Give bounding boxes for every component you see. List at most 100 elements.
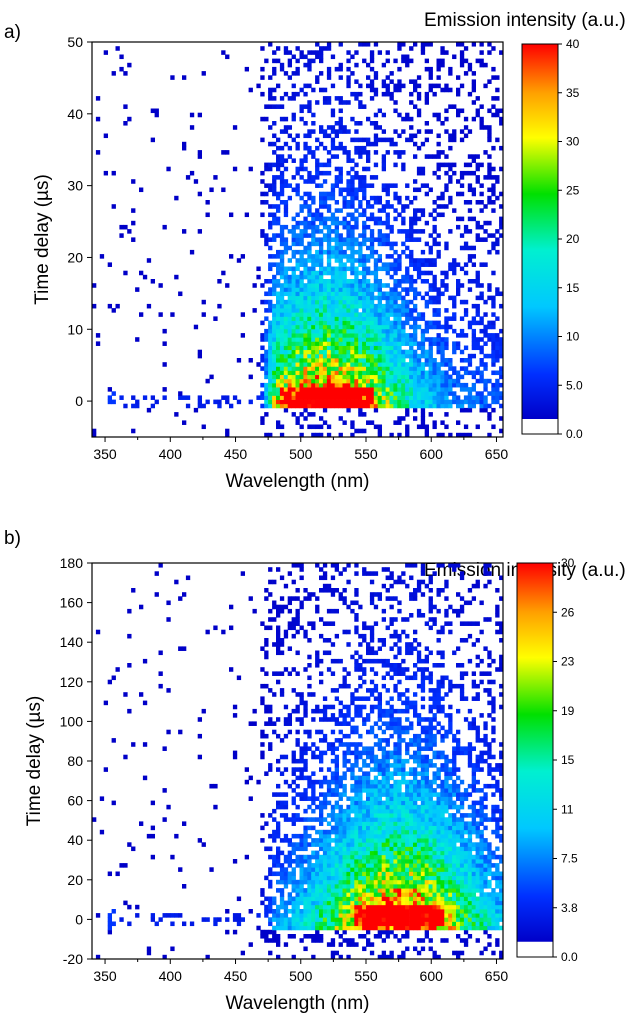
heatmap-cell xyxy=(260,66,265,72)
heatmap-cell xyxy=(162,913,167,918)
heatmap-cell xyxy=(487,432,492,438)
heatmap-cell xyxy=(276,46,281,51)
heatmap-cell xyxy=(326,888,332,893)
heatmap-cell xyxy=(463,162,469,168)
heatmap-cell xyxy=(342,145,347,151)
heatmap-cell xyxy=(291,754,296,760)
heatmap-cell xyxy=(299,817,304,822)
heatmap-cell xyxy=(362,871,367,877)
heatmap-cell xyxy=(366,75,371,80)
heatmap-cell xyxy=(276,638,281,643)
heatmap-cell xyxy=(197,403,203,409)
heatmap-cell xyxy=(354,382,359,388)
heatmap-cell xyxy=(326,299,332,305)
heatmap-cell xyxy=(369,204,375,209)
heatmap-cell xyxy=(467,279,473,284)
heatmap-cell xyxy=(307,399,312,405)
heatmap-cell xyxy=(366,166,371,172)
heatmap-cell xyxy=(440,391,445,396)
heatmap-cell xyxy=(428,387,433,392)
heatmap-cell xyxy=(346,324,351,330)
heatmap-cell xyxy=(495,195,500,201)
heatmap-cell xyxy=(217,403,222,409)
heatmap-cell xyxy=(385,337,390,342)
heatmap-cell xyxy=(397,938,402,943)
heatmap-cell xyxy=(471,254,477,259)
heatmap-cell xyxy=(287,133,293,139)
heatmap-cell xyxy=(436,58,441,64)
heatmap-cell xyxy=(260,212,265,218)
heatmap-cell xyxy=(295,563,300,568)
heatmap-cell xyxy=(279,838,285,843)
heatmap-cell xyxy=(358,104,363,109)
heatmap-cell xyxy=(307,150,312,155)
heatmap-cell xyxy=(279,771,285,776)
heatmap-cell xyxy=(444,424,449,430)
heatmap-cell xyxy=(366,942,371,947)
heatmap-cell xyxy=(295,925,300,931)
heatmap-cell xyxy=(330,913,336,918)
heatmap-cell xyxy=(295,403,300,409)
heatmap-cell xyxy=(295,91,300,97)
heatmap-cell xyxy=(369,646,375,651)
heatmap-cell xyxy=(436,162,441,168)
heatmap-cell xyxy=(291,241,296,247)
heatmap-cell xyxy=(397,420,402,425)
heatmap-cell xyxy=(334,224,340,230)
heatmap-cell xyxy=(409,237,414,242)
heatmap-cell xyxy=(260,366,265,371)
heatmap-cell xyxy=(295,692,300,697)
heatmap-cell xyxy=(307,654,312,660)
heatmap-cell xyxy=(334,771,340,776)
heatmap-cell xyxy=(283,754,289,760)
heatmap-cell xyxy=(322,403,328,409)
heatmap-cell xyxy=(385,671,390,676)
heatmap-cell xyxy=(358,863,363,868)
heatmap-cell xyxy=(330,378,336,384)
heatmap-cell xyxy=(393,667,398,672)
heatmap-cell xyxy=(385,875,390,881)
heatmap-cell xyxy=(334,813,340,818)
heatmap-cell xyxy=(303,345,308,351)
heatmap-cell xyxy=(467,358,473,363)
heatmap-cell xyxy=(350,859,355,864)
heatmap-cell xyxy=(385,358,390,363)
heatmap-cell xyxy=(373,141,379,147)
heatmap-cell xyxy=(448,362,453,367)
heatmap-cell xyxy=(334,229,340,234)
heatmap-cell xyxy=(268,333,273,338)
heatmap-cell xyxy=(276,613,281,618)
heatmap-cell xyxy=(139,604,144,610)
heatmap-cell xyxy=(338,220,343,226)
heatmap-cell xyxy=(260,75,265,80)
heatmap-cell xyxy=(354,353,359,359)
heatmap-cell xyxy=(291,137,296,143)
heatmap-cell xyxy=(303,358,308,363)
heatmap-cell xyxy=(185,403,191,409)
heatmap-cell xyxy=(342,904,347,910)
heatmap-cell xyxy=(319,283,324,288)
heatmap-cell xyxy=(369,320,375,326)
heatmap-cell xyxy=(236,913,242,918)
heatmap-cell xyxy=(420,333,426,338)
heatmap-cell xyxy=(295,183,300,188)
heatmap-cell xyxy=(377,859,383,864)
heatmap-cell xyxy=(499,349,504,355)
heatmap-cell xyxy=(295,738,300,743)
heatmap-cell xyxy=(166,804,171,810)
heatmap-cell xyxy=(326,867,332,872)
heatmap-cell xyxy=(463,407,469,413)
heatmap-cell xyxy=(432,237,437,242)
heatmap-cell xyxy=(452,129,457,134)
heatmap-cell xyxy=(369,237,375,242)
heatmap-cell xyxy=(338,683,343,689)
x-tick-label: 400 xyxy=(159,446,183,462)
heatmap-cell xyxy=(311,229,316,234)
x-tick-label: 650 xyxy=(485,446,509,462)
heatmap-cell xyxy=(178,596,183,601)
heatmap-cell xyxy=(409,316,414,321)
heatmap-cell xyxy=(354,129,359,134)
heatmap-cell xyxy=(393,58,398,64)
heatmap-cell xyxy=(346,867,351,872)
heatmap-cell xyxy=(338,320,343,326)
